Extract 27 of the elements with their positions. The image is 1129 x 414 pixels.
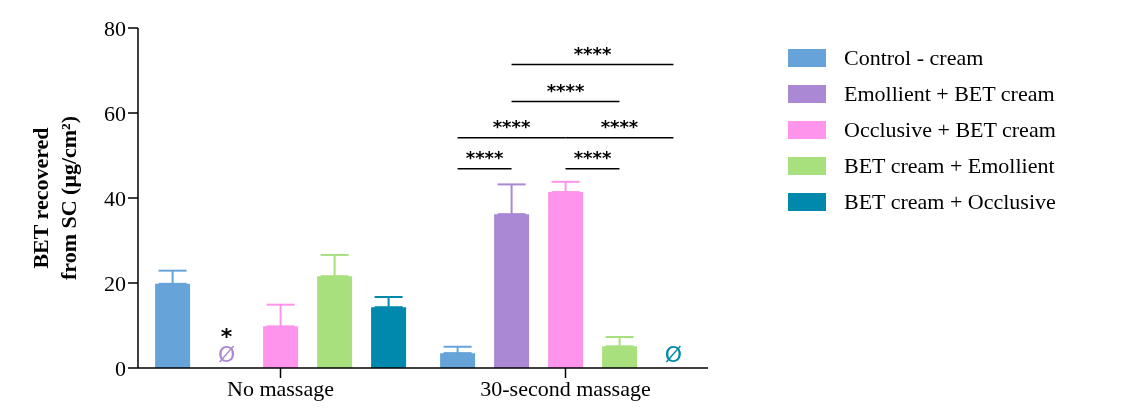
y-axis-title: BET recovered from SC (μg/cm²) xyxy=(28,115,81,281)
annotation: **** xyxy=(546,79,585,101)
bar xyxy=(548,192,584,368)
x-tick-label: 30-second massage xyxy=(480,375,651,401)
bar xyxy=(317,276,353,368)
text: Ø xyxy=(664,342,683,367)
legend-label: BET cream + Occlusive xyxy=(844,189,1056,215)
annotation: **** xyxy=(600,115,639,137)
bar xyxy=(602,346,638,368)
legend-label: Emollient + BET cream xyxy=(844,81,1055,107)
bar xyxy=(494,214,530,368)
bar xyxy=(155,283,191,368)
legend-label: Control - cream xyxy=(844,45,984,71)
y-tick-label: 60 xyxy=(104,100,126,126)
bar xyxy=(263,326,299,368)
legend-label: BET cream + Emollient xyxy=(844,153,1055,179)
y-tick-label: 20 xyxy=(104,270,126,296)
y-tick-label: 0 xyxy=(115,355,126,381)
annotation: **** xyxy=(573,42,612,64)
annotation: **** xyxy=(465,146,504,168)
y-tick-label: 80 xyxy=(104,15,126,41)
annotation: **** xyxy=(492,115,531,137)
annotation: **** xyxy=(573,146,612,168)
x-tick-label: No massage xyxy=(227,375,334,401)
y-tick-label: 40 xyxy=(104,185,126,211)
bar xyxy=(371,307,407,368)
legend-label: Occlusive + BET cream xyxy=(844,117,1056,143)
